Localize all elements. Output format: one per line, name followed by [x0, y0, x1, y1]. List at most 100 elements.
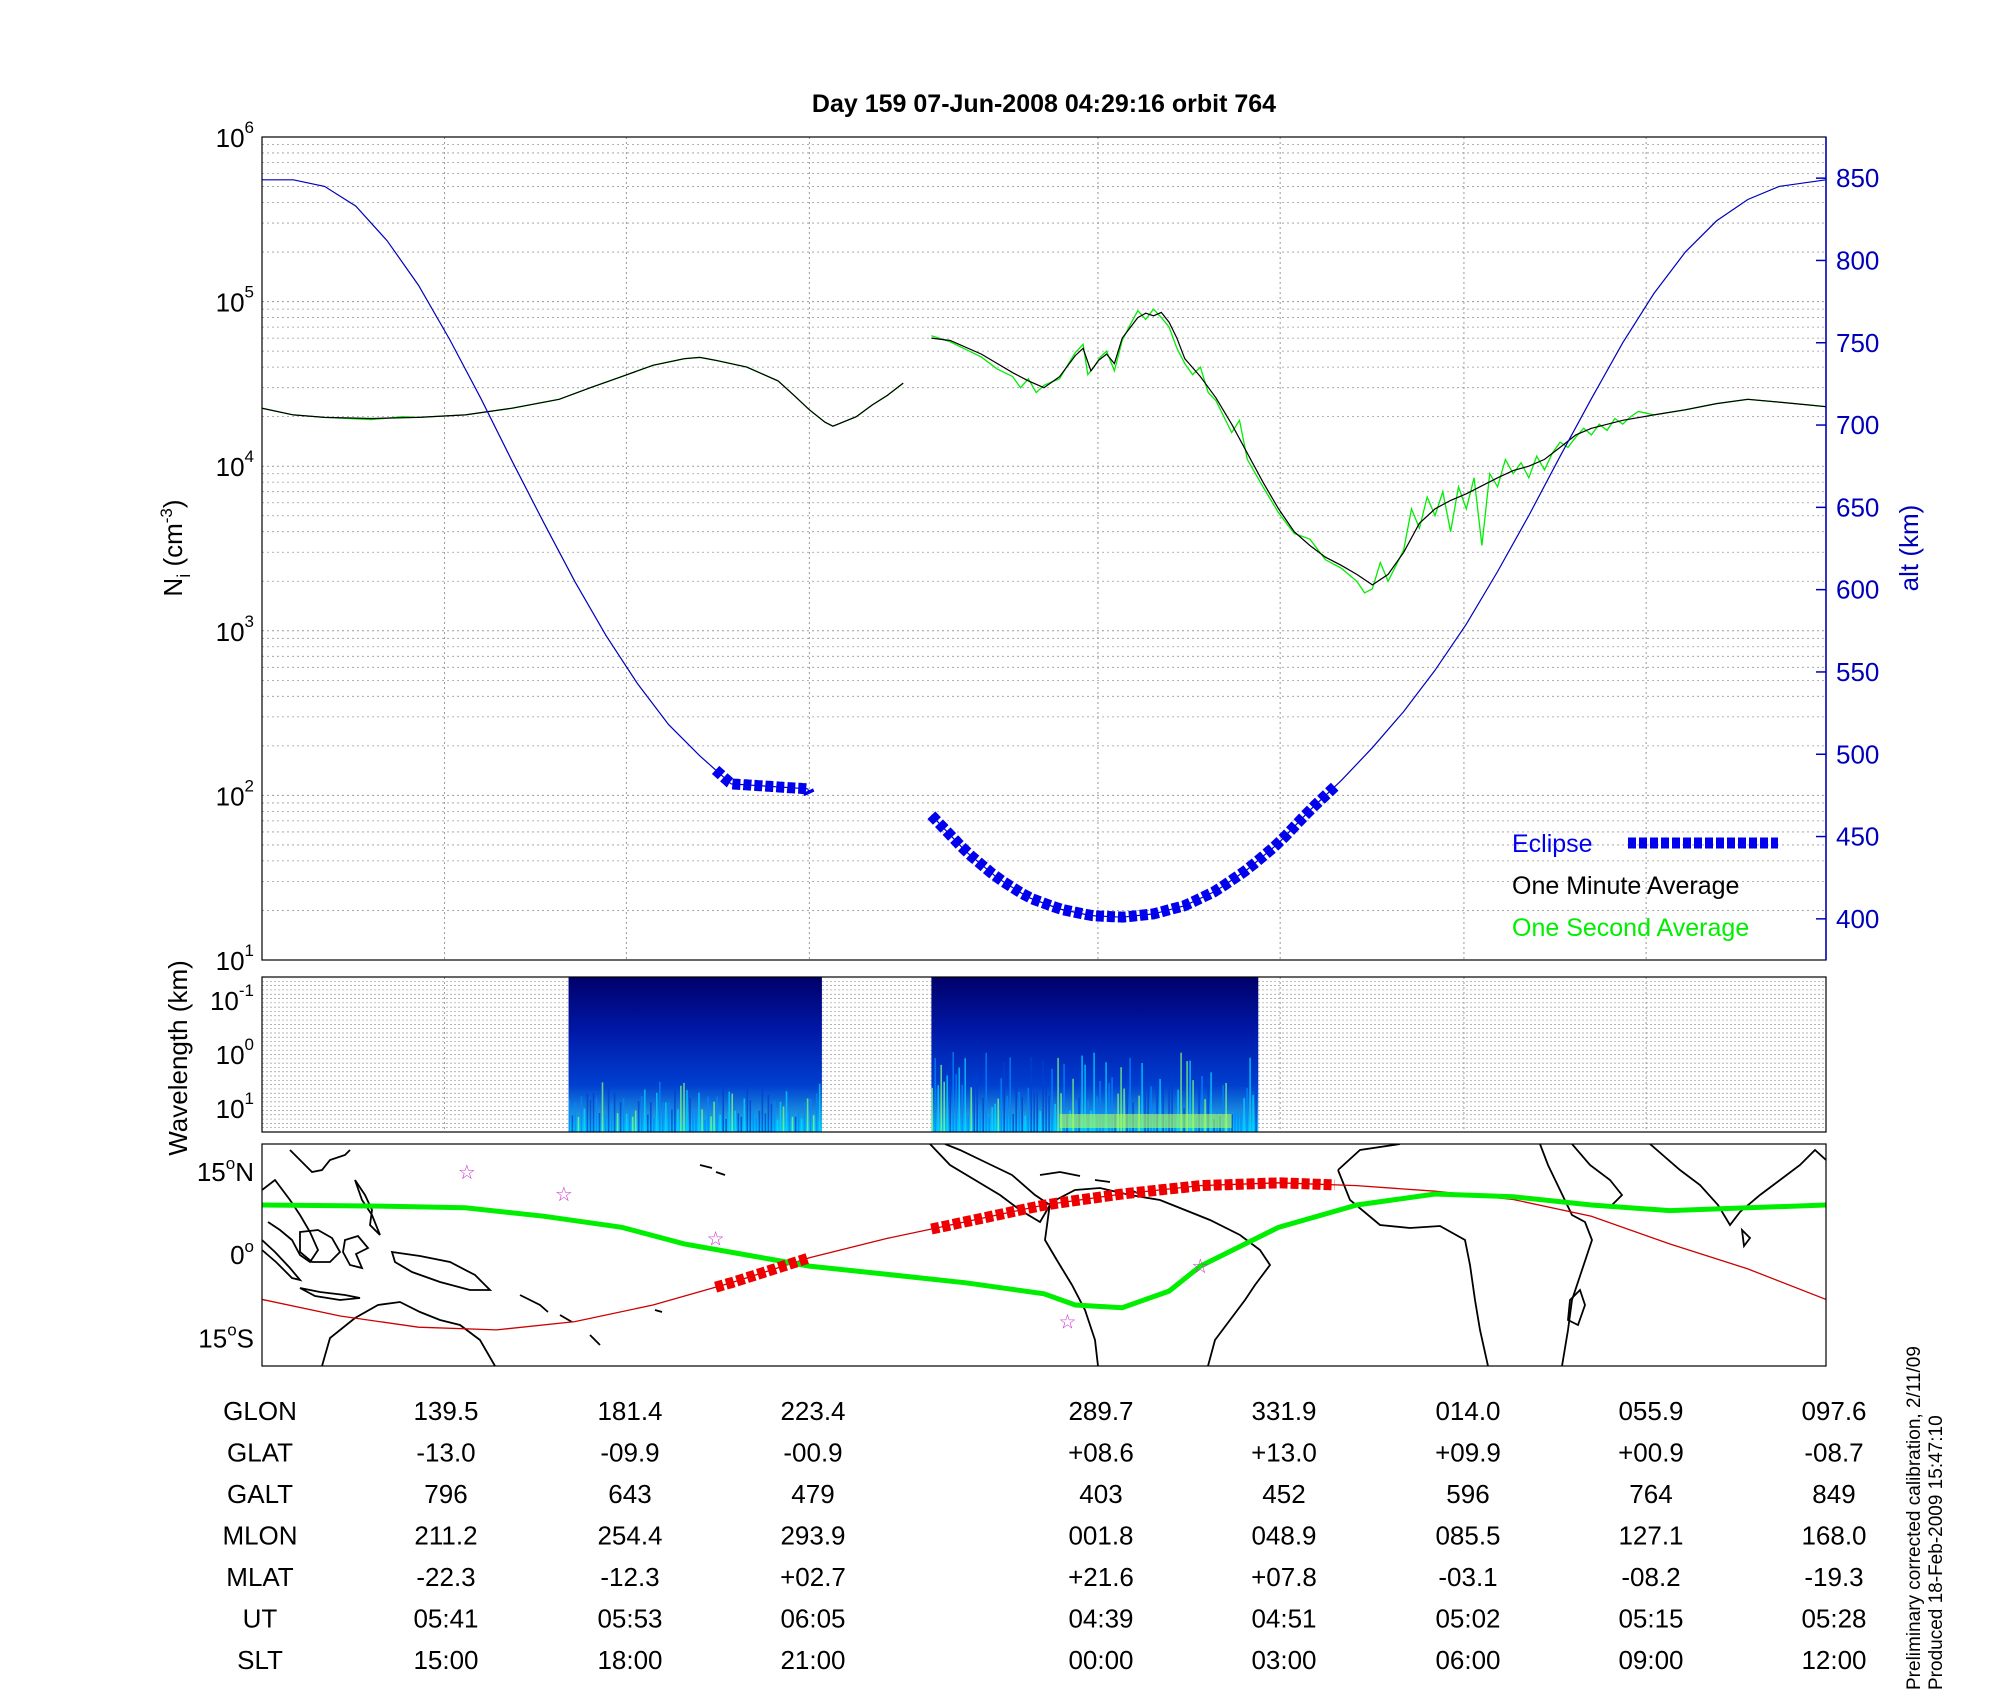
- bubble-star-marker: ☆: [555, 1184, 573, 1206]
- spectrogram-cell: [1150, 1086, 1152, 1132]
- spectrogram-cell: [1006, 1095, 1008, 1132]
- table-cell: 596: [1446, 1479, 1489, 1509]
- spectrogram-cell: [1021, 1096, 1023, 1132]
- altitude-tick-label: 600: [1836, 575, 1879, 605]
- spectrogram-cell: [1015, 1086, 1017, 1132]
- spectrogram-cell: [695, 1111, 697, 1132]
- table-cell: 643: [608, 1479, 651, 1509]
- spectrogram-cell: [1108, 1083, 1110, 1132]
- bubble-star-marker: ☆: [1058, 1312, 1076, 1334]
- spectrogram-cell: [812, 1115, 815, 1132]
- spectrogram-cell: [616, 1113, 619, 1132]
- coast-south-america: [1044, 1187, 1272, 1366]
- spectrogram-cell: [1231, 1114, 1233, 1132]
- eclipse-segment: [927, 782, 1339, 923]
- spectrogram-cell: [1030, 1057, 1032, 1132]
- spectrogram-cell: [776, 1119, 779, 1132]
- density-y-tick-label: 106: [216, 118, 254, 153]
- table-cell: 18:00: [597, 1645, 662, 1675]
- tick-exponent: 4: [245, 447, 254, 466]
- spectrogram-cell: [728, 1091, 730, 1132]
- table-cell: 331.9: [1251, 1396, 1316, 1426]
- spectrogram-cell: [934, 1058, 936, 1132]
- table-cell: 168.0: [1801, 1521, 1866, 1551]
- map-series: ☆ ☆ ☆ ☆ ☆: [262, 1162, 1826, 1334]
- spectrogram-cell: [719, 1115, 721, 1132]
- table-cell: +07.8: [1251, 1562, 1317, 1592]
- tick-base: 10: [216, 452, 245, 482]
- spectrogram-cell: [1093, 1052, 1095, 1132]
- coast-asia-north: [289, 1149, 351, 1173]
- table-cell: 05:41: [413, 1604, 478, 1634]
- spectrogram-y-tick-label: 10-1: [210, 981, 254, 1016]
- table-cell: 014.0: [1435, 1396, 1500, 1426]
- tick-exponent: 1: [245, 1089, 254, 1108]
- tick-base: 10: [216, 617, 245, 647]
- spectrogram-cell: [758, 1110, 761, 1132]
- spectrogram-cell: [806, 1098, 809, 1132]
- spectrogram-cell: [749, 1100, 752, 1132]
- orbit-parameter-table: GLON GLAT GALT MLON MLAT UT SLT 139.5 -13.0 796 21…: [222, 1396, 1866, 1675]
- altitude-tick-label: 800: [1836, 245, 1879, 275]
- spectrogram-cell: [710, 1116, 712, 1132]
- table-cell: 796: [424, 1479, 467, 1509]
- tick-base: 10: [210, 986, 239, 1016]
- spectrogram-cell: [1009, 1057, 1011, 1132]
- table-cell: 15:00: [413, 1645, 478, 1675]
- coast-madagascar: [1567, 1288, 1586, 1327]
- spectrogram-cell: [1099, 1081, 1101, 1132]
- spectrogram-cell: [1141, 1063, 1143, 1132]
- density-y-tick-label: 105: [216, 283, 254, 318]
- table-cell: 764: [1629, 1479, 1672, 1509]
- spectrogram-cell: [647, 1114, 649, 1132]
- altitude-tick-label: 550: [1836, 657, 1879, 687]
- spectrogram-cell: [1162, 1085, 1164, 1132]
- spectrogram-axes-box: [261, 976, 1827, 1133]
- altitude-tick-label: 500: [1836, 739, 1879, 769]
- lat-hemisphere: N: [235, 1157, 254, 1187]
- spectrogram-cell: [634, 1110, 637, 1132]
- bubble-star-marker: ☆: [1191, 1256, 1209, 1278]
- spectrogram-cell: [722, 1084, 724, 1132]
- spectrogram-cell: [1120, 1067, 1122, 1132]
- spectrogram-cell: [734, 1110, 736, 1132]
- spectrogram-cell: [668, 1102, 670, 1132]
- coast-sulawesi: [342, 1234, 370, 1270]
- spectrogram-cell: [946, 1075, 948, 1132]
- spectrogram-cell: [1198, 1076, 1200, 1132]
- table-cell: 849: [1812, 1479, 1855, 1509]
- spectrogram-cell: [1147, 1087, 1149, 1132]
- coast-australia: [321, 1301, 496, 1366]
- spectrogram-cell: [1039, 1111, 1041, 1132]
- spectrogram-cell: [818, 1083, 821, 1132]
- coast-philippines: [354, 1179, 381, 1236]
- map-y-tick-label: 15oN: [197, 1154, 254, 1187]
- spectrogram-cell: [1051, 1068, 1053, 1132]
- spectrogram-cell: [1027, 1088, 1029, 1132]
- table-row-label: UT: [243, 1604, 278, 1634]
- table-cell: 139.5: [413, 1396, 478, 1426]
- spectrogram-cell: [725, 1119, 727, 1132]
- density-grid: [262, 137, 1826, 960]
- tick-base: 10: [216, 288, 245, 318]
- table-cell: 05:02: [1435, 1604, 1500, 1634]
- spectrogram-cell: [1054, 1103, 1056, 1132]
- spectrogram-cell: [770, 1103, 773, 1132]
- spectrogram-cell: [931, 1087, 933, 1132]
- spectrogram-cell: [1000, 1078, 1002, 1132]
- table-cell: 223.4: [780, 1396, 845, 1426]
- table-cell: 001.8: [1068, 1521, 1133, 1551]
- table-cell: +08.6: [1068, 1438, 1134, 1468]
- table-cell: 05:53: [597, 1604, 662, 1634]
- spectrogram-cell: [1105, 1062, 1107, 1132]
- spectrogram-cell: [1060, 1093, 1062, 1132]
- tick-exponent: 0: [245, 1035, 254, 1054]
- spectrogram-cell: [1081, 1055, 1083, 1132]
- spectrogram-cell: [692, 1107, 694, 1132]
- spectrogram-cell: [1192, 1080, 1194, 1132]
- table-cell: +13.0: [1251, 1438, 1317, 1468]
- spectrogram-cell: [988, 1117, 990, 1132]
- spectrogram-cell: [686, 1090, 688, 1132]
- coast-africa: [1337, 1144, 1593, 1366]
